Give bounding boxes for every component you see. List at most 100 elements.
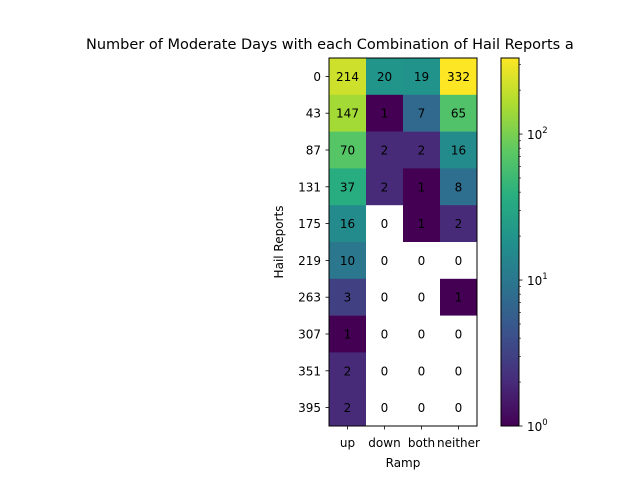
cell-value-label: 0 [381,401,389,415]
cell-value-label: 0 [381,291,389,305]
cell-value-label: 37 [340,180,355,194]
heatmap-cell [329,205,367,243]
heatmap-cell [403,131,441,169]
cell-value-label: 147 [336,107,359,121]
colorbar [500,57,520,427]
cell-value-label: 1 [418,180,426,194]
cell-value-label: 70 [340,144,355,158]
heatmap-cell [440,205,478,243]
heatmap-cell [403,94,441,132]
heatmap-cell [366,58,404,96]
cell-value-label: 8 [455,180,463,194]
heatmap-cell [440,168,478,206]
cell-value-label: 214 [336,70,359,84]
cell-value-label: 1 [381,107,389,121]
cell-value-label: 1 [455,291,463,305]
cell-value-label: 0 [418,328,426,342]
heatmap-cell [366,352,404,390]
y-tick-label: 307 [298,328,321,342]
cell-value-label: 2 [381,180,389,194]
heatmap-cell [440,389,478,427]
x-axis-label: Ramp [386,456,421,470]
cell-value-label: 1 [344,328,352,342]
cell-value-label: 3 [344,291,352,305]
heatmap-cell [366,205,404,243]
y-tick-label: 43 [306,107,321,121]
x-tick-label: both [408,436,435,450]
heatmap-cell [440,352,478,390]
cell-value-label: 65 [451,107,466,121]
heatmap-cell [366,389,404,427]
heatmap-cell [403,58,441,96]
heatmap-cell [440,315,478,353]
cell-value-label: 0 [455,254,463,268]
cell-value-label: 0 [455,364,463,378]
y-tick-label: 351 [298,364,321,378]
x-tick-label: down [368,436,400,450]
heatmap-cell [329,242,367,280]
cell-value-label: 10 [340,254,355,268]
heatmap-cell [366,315,404,353]
cell-value-label: 2 [418,144,426,158]
heatmap-cell [329,94,367,132]
cell-value-label: 0 [381,217,389,231]
heatmap-cell [366,168,404,206]
heatmap-cell [403,315,441,353]
cell-value-label: 7 [418,107,426,121]
colorbar-tick-label: 100 [527,418,548,434]
cell-value-label: 19 [414,70,429,84]
heatmap-cell [440,58,478,96]
heatmap-cell [440,278,478,316]
y-axis-label: Hail Reports [272,206,286,279]
cell-value-label: 0 [418,291,426,305]
x-tick-label: neither [437,436,480,450]
cell-value-label: 20 [377,70,392,84]
heatmap-cell [403,352,441,390]
heatmap-cell [366,131,404,169]
y-tick-label: 175 [298,217,321,231]
heatmap-cell [329,352,367,390]
colorbar-tick-label: 101 [527,272,548,288]
y-tick-label: 131 [298,180,321,194]
heatmap-cell [403,242,441,280]
heatmap-cell [329,315,367,353]
cell-value-label: 16 [340,217,355,231]
heatmap-cells [329,58,478,427]
heatmap-cell [329,389,367,427]
y-tick-label: 0 [313,70,321,84]
x-axis: up down both neither [340,426,480,450]
heatmap-cell [440,131,478,169]
heatmap-cell [403,389,441,427]
cell-value-label: 332 [447,70,470,84]
cell-value-label: 0 [381,254,389,268]
chart-title: Number of Moderate Days with each Combin… [86,37,574,53]
y-tick-label: 263 [298,291,321,305]
cell-value-label: 0 [455,401,463,415]
y-tick-label: 395 [298,401,321,415]
heatmap-cell [403,168,441,206]
cell-value-label: 0 [418,254,426,268]
x-tick-label: up [340,436,355,450]
cell-value-label: 2 [344,401,352,415]
heatmap-cell [366,278,404,316]
heatmap-cell [366,94,404,132]
heatmap-cell [329,131,367,169]
cell-value-label: 0 [381,328,389,342]
y-tick-label: 87 [306,144,321,158]
cell-value-label: 0 [418,364,426,378]
cell-value-label: 1 [418,217,426,231]
heatmap-cell [403,205,441,243]
heatmap-cell [329,58,367,96]
heatmap-cell [366,242,404,280]
y-axis: 0 43 87 131 175 219 263 307 351 395 [298,70,329,415]
heatmap-cell [329,168,367,206]
y-tick-label: 219 [298,254,321,268]
cell-value-label: 0 [381,364,389,378]
plot-frame [328,57,478,427]
colorbar-tick-label: 102 [527,126,548,142]
cell-value-label: 2 [455,217,463,231]
colorbar-ticks: 100 101 102 [519,64,548,434]
cell-value-label: 2 [344,364,352,378]
